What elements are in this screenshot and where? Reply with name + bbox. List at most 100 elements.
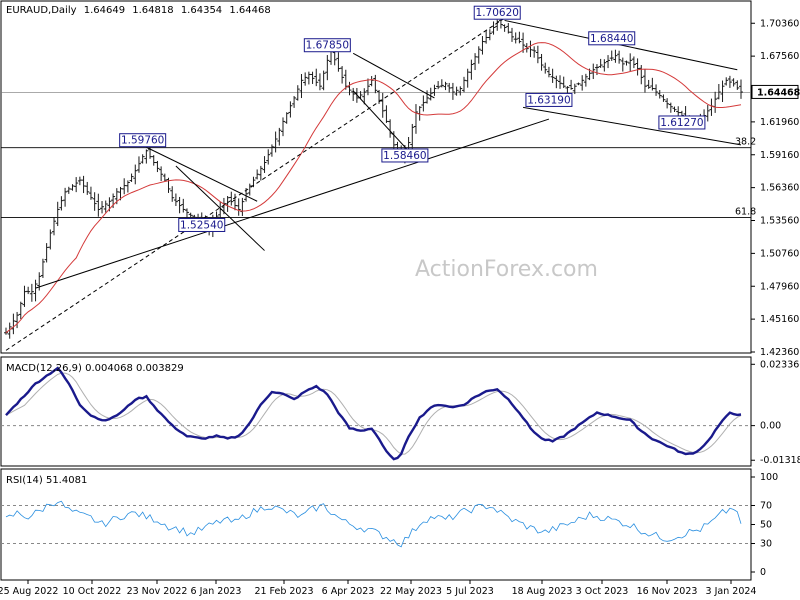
ohlc-bar bbox=[465, 68, 470, 88]
rsi-axis: 100 70 50 30 0 bbox=[751, 472, 778, 578]
ohlc-bar bbox=[77, 176, 82, 186]
price-tick-label: 1.56360 bbox=[760, 183, 799, 194]
ohlc-bar bbox=[388, 119, 393, 138]
ohlc-bar bbox=[159, 166, 164, 181]
ohlc-close: 1.64468 bbox=[229, 5, 270, 16]
macd-tick-label: 0.00 bbox=[760, 421, 781, 432]
ohlc-bar bbox=[484, 30, 489, 44]
ohlc-bar bbox=[739, 79, 743, 99]
ohlc-bar bbox=[188, 212, 193, 218]
ohlc-bar bbox=[314, 68, 319, 87]
ohlc-bar bbox=[476, 46, 481, 64]
ohlc-bar bbox=[436, 81, 441, 90]
ohlc-bar bbox=[59, 196, 64, 211]
ohlc-bar bbox=[425, 90, 430, 104]
ohlc-bar bbox=[125, 180, 130, 193]
ohlc-bar bbox=[428, 87, 433, 101]
ohlc-bar bbox=[454, 86, 459, 96]
ohlc-low: 1.64354 bbox=[181, 5, 222, 16]
ohlc-bar bbox=[613, 49, 618, 63]
ohlc-bar bbox=[543, 62, 548, 74]
ohlc-bar bbox=[15, 311, 20, 329]
price-tick-label: 1.42360 bbox=[760, 347, 799, 358]
ohlc-bar bbox=[439, 79, 444, 88]
ohlc-bar bbox=[144, 149, 149, 164]
ohlc-bar bbox=[40, 258, 45, 278]
ohlc-bar bbox=[487, 29, 492, 41]
ohlc-bar bbox=[170, 186, 175, 202]
rsi-label: RSI(14) 51.4081 bbox=[6, 475, 87, 486]
ohlc-bar bbox=[317, 73, 322, 91]
ohlc-bar bbox=[713, 91, 718, 113]
ohlc-bar bbox=[18, 301, 23, 320]
ohlc-bar bbox=[635, 58, 640, 76]
price-annotation-label: 1.63190 bbox=[527, 94, 570, 106]
ohlc-bar bbox=[26, 286, 31, 295]
ohlc-bar bbox=[288, 101, 293, 118]
ohlc-bar bbox=[654, 84, 659, 96]
time-tick-label: 3 Jan 2024 bbox=[706, 586, 757, 597]
ohlc-bar bbox=[52, 217, 57, 236]
ohlc-bar bbox=[521, 32, 526, 53]
macd-signal-line bbox=[5, 372, 742, 455]
ohlc-bar bbox=[299, 74, 304, 99]
time-tick-label: 25 Aug 2022 bbox=[0, 586, 58, 597]
macd-tick-label: -0.013186 bbox=[760, 455, 800, 466]
rsi-tick-label: 100 bbox=[760, 472, 778, 483]
ohlc-bar bbox=[661, 94, 666, 102]
macd-tick-label: 0.023366 bbox=[760, 359, 800, 370]
ohlc-bar bbox=[136, 156, 141, 173]
rsi-tick-label: 50 bbox=[760, 520, 772, 531]
ohlc-bar bbox=[155, 160, 160, 173]
trendline bbox=[352, 90, 417, 160]
ohlc-bar bbox=[554, 75, 559, 89]
price-annotation: 1.67850 bbox=[303, 38, 351, 53]
macd-axis: 0.023366 0.00 -0.013186 bbox=[751, 359, 800, 466]
rsi-line bbox=[5, 500, 742, 548]
ohlc-bar bbox=[133, 164, 138, 185]
price-annotation: 1.59760 bbox=[119, 133, 167, 148]
ohlc-bar bbox=[550, 68, 555, 83]
ohlc-high: 1.64818 bbox=[132, 5, 173, 16]
ohlc-bar bbox=[321, 70, 326, 91]
trendline bbox=[352, 52, 435, 99]
ohlc-bar bbox=[262, 156, 267, 173]
macd-line bbox=[5, 366, 742, 461]
ohlc-bar bbox=[709, 98, 714, 116]
rsi-tick-label: 30 bbox=[760, 539, 772, 550]
macd-label: MACD(12,26,9) 0.004068 0.003829 bbox=[6, 363, 184, 374]
time-tick-label: 10 Oct 2022 bbox=[63, 586, 122, 597]
symbol-label: EURAUD,Daily bbox=[6, 5, 77, 16]
ohlc-bar bbox=[617, 50, 622, 64]
ohlc-bar bbox=[657, 89, 662, 99]
time-tick-label: 18 Aug 2023 bbox=[512, 586, 573, 597]
ohlc-bar bbox=[96, 193, 101, 217]
ohlc-bar bbox=[336, 52, 341, 72]
ohlc-bar bbox=[310, 71, 315, 84]
price-annotation: 1.68440 bbox=[588, 31, 636, 46]
ohlc-bar bbox=[410, 123, 415, 149]
price-tick-label: 1.50760 bbox=[760, 248, 799, 259]
ohlc-bar bbox=[502, 24, 507, 32]
ohlc-bar bbox=[665, 98, 670, 109]
time-tick-label: 6 Apr 2023 bbox=[322, 586, 375, 597]
ohlc-bar bbox=[598, 58, 603, 68]
trendline bbox=[35, 118, 550, 289]
ohlc-bar bbox=[66, 186, 71, 194]
price-annotation-label: 1.59760 bbox=[121, 135, 164, 147]
ohlc-bar bbox=[162, 173, 167, 182]
ohlc-bar bbox=[7, 322, 12, 339]
ohlc-bar bbox=[373, 74, 378, 94]
rsi-levels bbox=[1, 505, 751, 544]
ohlc-bar bbox=[166, 177, 171, 193]
ohlc-bar bbox=[380, 92, 385, 118]
watermark: ActionForex.com bbox=[415, 257, 598, 282]
ohlc-bar bbox=[447, 82, 452, 93]
price-annotation: 1.61270 bbox=[658, 115, 706, 130]
price-axis: 1.703601.675601.647601.619601.591601.563… bbox=[751, 18, 799, 358]
price-tick-label: 1.53560 bbox=[760, 216, 799, 227]
ohlc-bar bbox=[340, 66, 345, 84]
ohlc-bar bbox=[303, 72, 308, 86]
ohlc-bar bbox=[432, 84, 437, 96]
